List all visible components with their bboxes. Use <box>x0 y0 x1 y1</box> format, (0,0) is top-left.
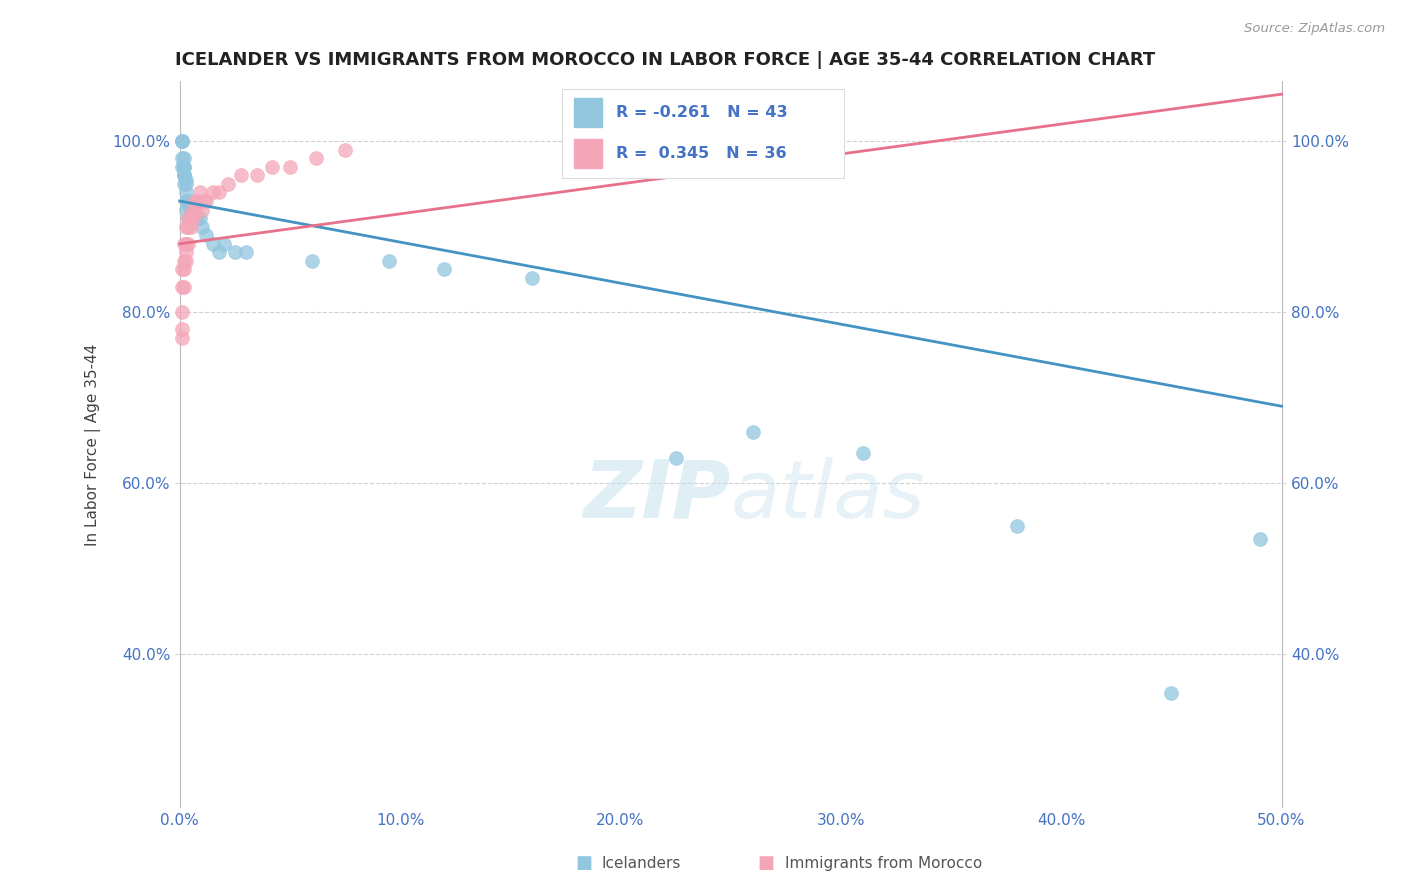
Point <box>173 160 195 174</box>
Point <box>173 262 195 277</box>
Point <box>181 202 204 217</box>
Point <box>184 202 207 217</box>
Point <box>170 134 193 148</box>
Point <box>201 186 224 200</box>
Point <box>235 245 257 260</box>
Point <box>174 186 197 200</box>
Point <box>188 211 211 226</box>
Point <box>231 169 253 183</box>
Point <box>180 211 202 226</box>
Point <box>184 198 207 212</box>
Point <box>173 169 195 183</box>
Point <box>174 202 197 217</box>
Point <box>173 253 195 268</box>
Point <box>262 160 284 174</box>
Point <box>181 211 204 226</box>
Point <box>177 211 200 226</box>
Text: Source: ZipAtlas.com: Source: ZipAtlas.com <box>1244 22 1385 36</box>
Point <box>170 331 193 345</box>
Point <box>174 253 197 268</box>
Point <box>301 253 323 268</box>
Point <box>246 169 269 183</box>
Text: R = -0.261   N = 43: R = -0.261 N = 43 <box>616 105 787 120</box>
Point <box>170 134 193 148</box>
Point <box>174 172 197 186</box>
Point <box>186 194 208 208</box>
Point <box>193 194 215 208</box>
Point <box>195 228 218 243</box>
Point <box>190 202 212 217</box>
Text: Icelanders: Icelanders <box>602 856 681 871</box>
Point <box>1160 686 1182 700</box>
Text: Immigrants from Morocco: Immigrants from Morocco <box>785 856 981 871</box>
Point <box>186 211 208 226</box>
Text: ■: ■ <box>575 855 592 872</box>
Point <box>190 219 212 234</box>
Point <box>173 169 195 183</box>
Point <box>184 194 207 208</box>
Point <box>201 236 224 251</box>
Bar <box>574 139 602 168</box>
Point <box>305 151 328 165</box>
Point <box>333 143 356 157</box>
Point <box>170 134 193 148</box>
Point <box>433 262 456 277</box>
Point <box>224 245 246 260</box>
Point <box>174 245 197 260</box>
Text: atlas: atlas <box>731 457 925 534</box>
Point <box>173 169 195 183</box>
Point <box>174 194 197 208</box>
Point <box>181 202 204 217</box>
Point <box>852 446 875 460</box>
Point <box>378 253 401 268</box>
Point <box>177 236 200 251</box>
Point <box>173 279 195 293</box>
Point <box>174 219 197 234</box>
Point <box>170 279 193 293</box>
Point <box>180 219 202 234</box>
Point <box>173 177 195 191</box>
Point <box>173 151 195 165</box>
Point <box>170 160 193 174</box>
Point <box>170 262 193 277</box>
Point <box>195 194 218 208</box>
Point <box>1249 532 1271 546</box>
Y-axis label: In Labor Force | Age 35-44: In Labor Force | Age 35-44 <box>86 343 101 546</box>
Point <box>1005 519 1028 533</box>
Point <box>170 322 193 336</box>
Point <box>664 450 686 465</box>
Point <box>208 186 231 200</box>
Text: R =  0.345   N = 36: R = 0.345 N = 36 <box>616 146 786 161</box>
Point <box>173 160 195 174</box>
Point <box>177 219 200 234</box>
Point <box>180 211 202 226</box>
Point <box>174 236 197 251</box>
Point <box>174 177 197 191</box>
Point <box>188 186 211 200</box>
Text: ZIP: ZIP <box>583 457 731 534</box>
Text: ■: ■ <box>758 855 775 872</box>
Point <box>177 211 200 226</box>
Point <box>177 194 200 208</box>
Point <box>522 271 544 285</box>
Point <box>180 211 202 226</box>
Point <box>212 236 235 251</box>
Point <box>217 177 239 191</box>
Point <box>170 151 193 165</box>
Point <box>173 236 195 251</box>
Point <box>177 198 200 212</box>
Point <box>741 425 763 439</box>
Text: ICELANDER VS IMMIGRANTS FROM MOROCCO IN LABOR FORCE | AGE 35-44 CORRELATION CHAR: ICELANDER VS IMMIGRANTS FROM MOROCCO IN … <box>176 51 1156 69</box>
Point <box>278 160 301 174</box>
Bar <box>574 98 602 127</box>
Point <box>170 305 193 319</box>
Point <box>208 245 231 260</box>
